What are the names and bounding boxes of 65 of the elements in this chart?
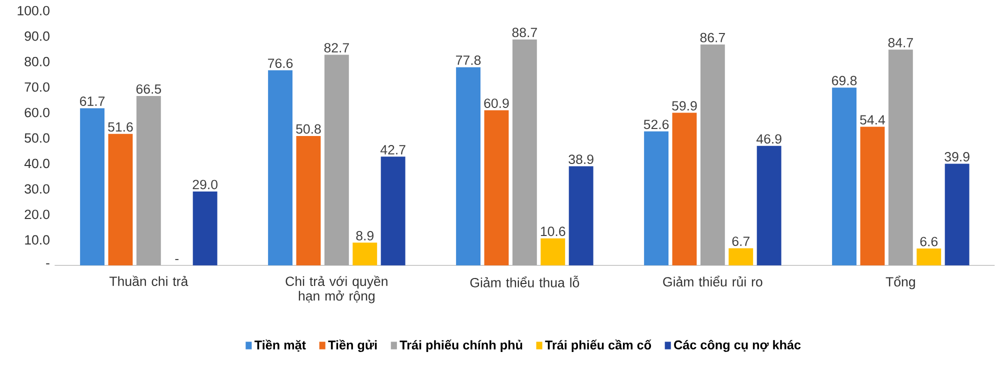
bar bbox=[728, 248, 754, 266]
bar bbox=[944, 164, 970, 266]
data-label: 52.6 bbox=[644, 120, 669, 130]
x-tick-label: Thuần chi trả bbox=[109, 276, 188, 286]
y-tick-label: 20.0 bbox=[24, 210, 50, 220]
bar bbox=[80, 108, 104, 266]
data-label: 59.9 bbox=[672, 101, 697, 111]
y-tick-label: 50.0 bbox=[24, 133, 50, 143]
bar bbox=[296, 136, 321, 266]
data-label: 50.8 bbox=[296, 124, 321, 134]
data-label: 6.6 bbox=[920, 236, 938, 246]
data-label: 51.6 bbox=[108, 122, 133, 132]
bar bbox=[484, 110, 509, 266]
data-label: 69.8 bbox=[832, 76, 857, 86]
bar bbox=[568, 166, 594, 266]
data-label: 54.4 bbox=[860, 115, 886, 125]
y-tick-label: 10.0 bbox=[25, 235, 50, 245]
data-label: 77.8 bbox=[456, 56, 481, 65]
x-tick-label: Giảm thiểu rủi ro bbox=[663, 276, 762, 287]
bar bbox=[860, 126, 885, 266]
x-tick-label: Giảm thiểu thua lỗ bbox=[470, 276, 580, 288]
text: - bbox=[175, 259, 178, 260]
legend-label: Trái phiếu chính phủ bbox=[400, 340, 522, 352]
data-label: 60.9 bbox=[484, 98, 509, 108]
data-label: 29.0 bbox=[192, 180, 218, 190]
data-label: 86.7 bbox=[700, 32, 725, 42]
data-label: 46.9 bbox=[756, 134, 782, 144]
data-label: 39.9 bbox=[944, 152, 970, 162]
y-tick-label: 90.0 bbox=[24, 31, 50, 41]
y-tick-label: 70.0 bbox=[24, 82, 50, 92]
bar bbox=[456, 67, 480, 266]
bar bbox=[756, 146, 782, 266]
y-tick-label: 60.0 bbox=[24, 108, 50, 118]
data-label: 8.9 bbox=[356, 231, 374, 240]
bar bbox=[916, 248, 942, 266]
bar bbox=[192, 191, 218, 266]
data-label: 88.7 bbox=[512, 28, 537, 38]
data-label: 61.7 bbox=[80, 96, 105, 106]
legend-label: Tiền gửi bbox=[328, 340, 377, 352]
y-tick-label: 100.0 bbox=[18, 6, 50, 16]
data-label: 82.7 bbox=[324, 43, 349, 52]
data-label: 38.9 bbox=[568, 154, 594, 164]
y-tick-label: 40.0 bbox=[24, 158, 50, 168]
bar bbox=[352, 242, 378, 266]
y-tick-label: 30.0 bbox=[24, 184, 50, 194]
bar bbox=[672, 112, 697, 266]
x-tick-label: Chi trả với quyền hạn mở rộng bbox=[286, 276, 388, 304]
data-label: 10.6 bbox=[540, 226, 566, 236]
bar bbox=[380, 156, 406, 266]
bar bbox=[832, 88, 856, 266]
bar bbox=[108, 134, 133, 266]
x-tick-label: Tổng bbox=[886, 276, 915, 290]
bar bbox=[540, 238, 566, 266]
y-tick-label: - bbox=[46, 263, 50, 264]
data-label: 84.7 bbox=[888, 38, 913, 48]
bar bbox=[644, 131, 668, 266]
legend-label: Trái phiếu cầm cố bbox=[545, 340, 652, 352]
legend-label: Tiền mặt bbox=[254, 340, 306, 352]
data-label: 76.6 bbox=[268, 58, 293, 68]
data-label: 6.7 bbox=[732, 236, 750, 246]
y-tick-label: 80.0 bbox=[24, 56, 50, 66]
data-label: 42.7 bbox=[380, 145, 406, 154]
data-label: 66.5 bbox=[136, 84, 162, 94]
legend-label: Các công cụ nợ khác bbox=[674, 340, 801, 352]
bar bbox=[268, 70, 292, 266]
